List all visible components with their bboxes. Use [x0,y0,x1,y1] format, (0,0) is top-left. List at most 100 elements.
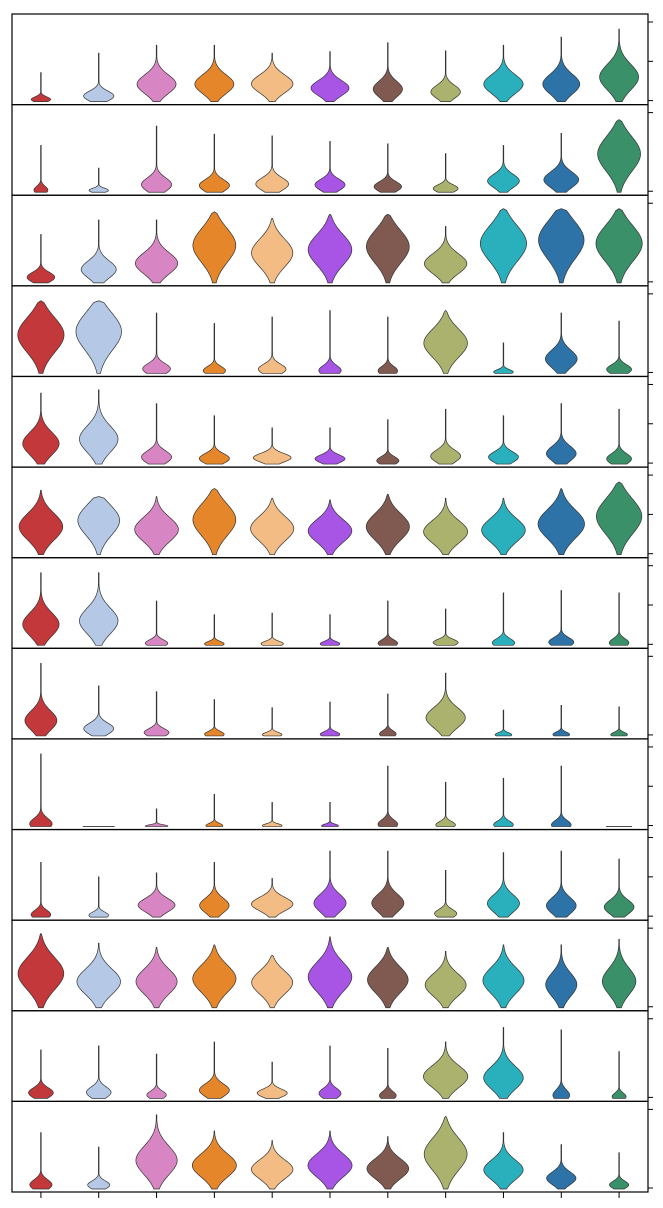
violin [606,408,632,465]
violin [88,876,109,918]
violin [373,143,402,193]
violin-panel-1 [11,13,653,106]
violin [432,608,459,646]
violin [423,497,469,556]
violin [141,403,173,465]
violin [202,323,226,374]
violin [76,942,121,1009]
violin [596,481,643,556]
violin [482,944,525,1009]
violin [17,933,65,1009]
violin [29,1132,53,1190]
violin [77,496,120,556]
violin [608,592,630,646]
violin [88,167,109,193]
violin-panel-12 [11,1010,653,1102]
violin [423,1041,469,1099]
violin [87,1146,111,1190]
violin [494,709,513,737]
violin [379,1048,397,1099]
violin [251,1140,294,1190]
violin-panel-4 [11,285,653,378]
violin [487,145,520,193]
violin [144,808,169,827]
violin [18,489,64,556]
violin [255,135,289,193]
violin [143,691,170,737]
violin [204,699,225,737]
violin [198,133,230,193]
violin [29,753,53,827]
violin-panel-9 [11,738,653,831]
violin [262,802,283,827]
violin [75,300,122,374]
violin [424,226,468,284]
violin [79,389,119,465]
violin [319,701,341,737]
violin [365,493,410,556]
violin [80,219,117,284]
violin [192,944,237,1009]
violin [552,704,571,737]
violin [137,872,176,918]
violin [30,72,52,102]
violin [30,861,52,918]
violin [610,706,628,737]
violin [79,572,119,646]
violin [141,125,173,193]
violin [537,488,585,556]
violin [261,707,283,737]
violin-panel-2 [11,104,653,196]
violin [144,600,169,646]
violin-panel-11 [11,919,653,1012]
violin [611,1051,627,1099]
violin [603,858,635,918]
violin [251,955,294,1009]
violin [493,342,514,374]
violin [251,218,294,284]
violin [22,572,60,646]
violin [86,1045,112,1099]
violin [371,850,405,918]
violin [135,946,178,1009]
violin [423,310,468,374]
violin-panel-13 [11,1100,653,1193]
violin [543,133,580,193]
violin [24,663,58,737]
violin [424,950,467,1009]
violin [379,693,397,737]
violin [601,938,637,1009]
violin [251,52,294,102]
violin [377,600,399,646]
violin-panel-8 [11,647,653,740]
violin [204,614,225,646]
violin [434,870,458,918]
violin [609,1152,630,1190]
violin [487,852,520,918]
violin [552,1029,571,1099]
violin-panel-6 [11,466,653,559]
violin [545,944,578,1009]
violin [546,1144,577,1190]
violin-panel-3 [11,194,653,287]
violin [321,802,339,827]
violin [491,592,516,646]
violin [376,419,400,465]
violin [134,496,179,556]
violin [26,234,56,284]
violin [307,499,353,556]
violin-panel-10 [11,828,653,921]
violin-panel-5 [11,375,653,468]
violin [17,300,65,374]
violin [134,219,179,284]
violin [548,590,575,646]
violin [550,765,572,827]
violin [194,44,235,102]
violin [83,685,115,737]
violin [142,312,171,374]
violin [372,42,403,102]
violin [205,793,224,827]
violin [33,145,49,193]
violin [146,1053,167,1099]
violin [257,316,287,374]
